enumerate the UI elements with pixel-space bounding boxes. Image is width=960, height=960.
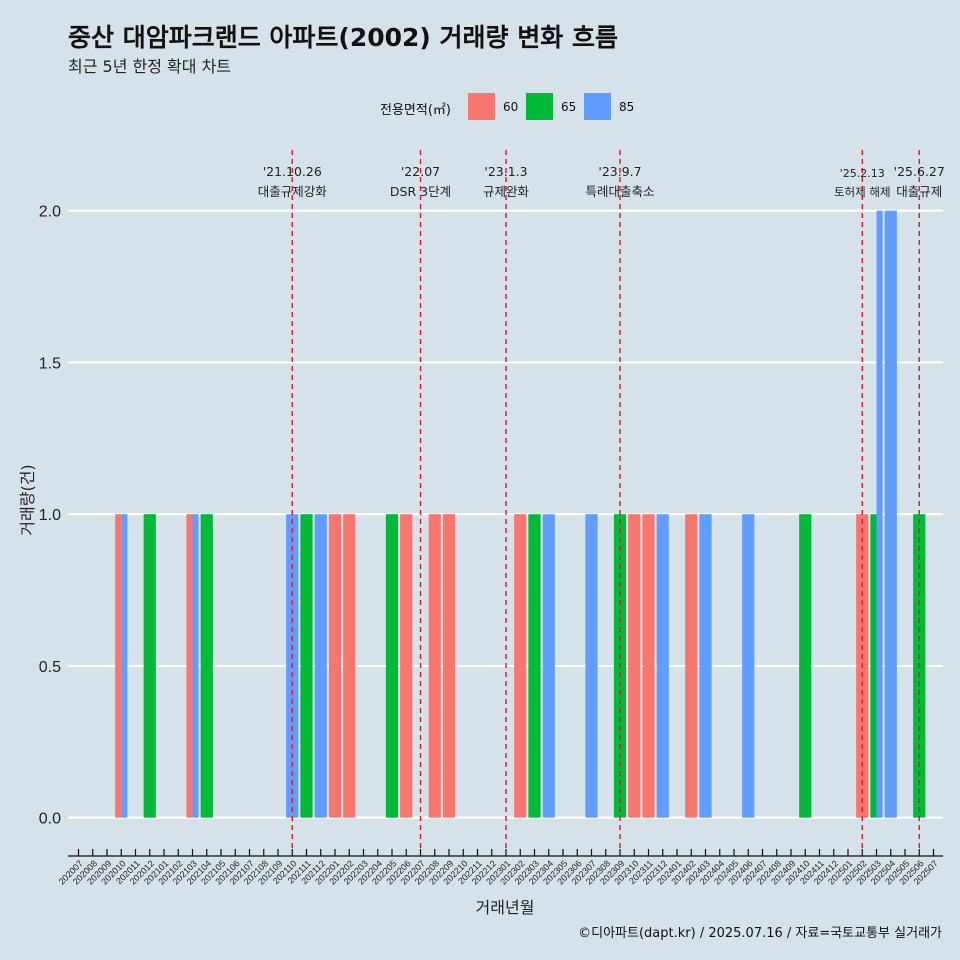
bar (742, 514, 755, 818)
legend-key-60 (468, 93, 495, 120)
bar (542, 514, 555, 818)
event-date-label: '23.9.7 (598, 164, 641, 179)
bar (628, 514, 641, 818)
bar (385, 514, 399, 818)
event-date-label: '23.1.3 (484, 164, 527, 179)
legend-title: 전용면적(㎡) (380, 103, 451, 118)
event-label: 규제완화 (483, 184, 530, 199)
event-date-label: '21.10.26 (263, 164, 322, 179)
y-tick-label: 0.5 (39, 659, 61, 676)
caption: ©디아파트(dapt.kr) / 2025.07.16 / 자료=국토교통부 실… (578, 926, 942, 941)
bar (192, 514, 199, 818)
bar (884, 210, 897, 818)
legend-key-85 (584, 93, 611, 120)
bar (699, 514, 712, 818)
legend-label-85: 85 (619, 100, 635, 114)
event-label: 대출규제강화 (258, 184, 328, 199)
event-date-label: '25.6.27 (894, 164, 945, 179)
bar (143, 514, 156, 818)
bar (876, 210, 883, 818)
chart-subtitle: 최근 5년 한정 확대 차트 (68, 57, 232, 76)
event-date-label: '25.2.13 (840, 167, 885, 180)
y-tick-label: 0.0 (39, 811, 61, 828)
bar (642, 514, 655, 818)
y-axis-title: 거래량(건) (18, 464, 37, 535)
legend: 전용면적(㎡) 60 65 85 (0, 92, 960, 122)
bar (186, 514, 193, 818)
y-tick-label: 1.5 (39, 355, 61, 372)
bar (314, 514, 327, 818)
event-label: 특례대출축소 (585, 184, 654, 199)
legend-label-60: 60 (503, 100, 519, 114)
chart-title: 중산 대암파크랜드 아파트(2002) 거래량 변화 흐름 (68, 23, 618, 52)
bar (585, 514, 598, 818)
bar (870, 514, 877, 818)
event-label: DSR 3단계 (390, 184, 451, 199)
bar (428, 514, 441, 818)
bar (200, 514, 213, 818)
legend-key-65 (526, 93, 553, 120)
bar (400, 514, 413, 818)
bar (685, 514, 698, 818)
bar (300, 514, 313, 818)
bar (343, 514, 356, 818)
bar (121, 514, 128, 818)
event-date-label: '22.07 (401, 164, 440, 179)
bar (328, 514, 342, 818)
y-tick-label: 1.0 (39, 507, 61, 524)
x-axis-title: 거래년월 (476, 898, 535, 917)
y-tick-label: 2.0 (39, 204, 61, 221)
bar (528, 514, 541, 818)
bar (115, 514, 122, 818)
bar (442, 514, 456, 818)
bar (514, 514, 527, 818)
bar (656, 514, 669, 818)
event-label: 대출규제 (896, 184, 942, 199)
event-label: 토허제 해제 (834, 185, 891, 199)
legend-label-65: 65 (561, 100, 577, 114)
bar (799, 514, 812, 818)
